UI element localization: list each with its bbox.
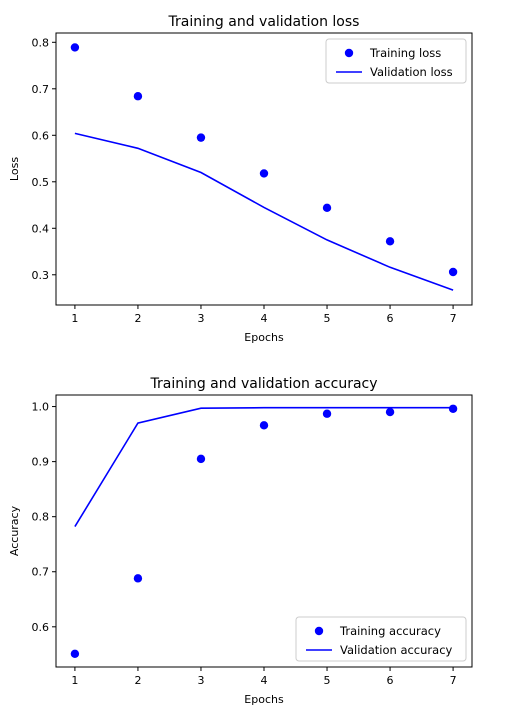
loss-series-0-point-7: [448, 267, 458, 277]
loss-y-tick-label-0.4: 0.4: [32, 222, 50, 235]
loss-x-tick-label-7: 7: [450, 312, 457, 325]
accuracy-y-tick-label-0.6: 0.6: [32, 621, 50, 634]
loss-series-0-point-3: [196, 133, 206, 142]
accuracy-series-0-point-4: [259, 421, 269, 430]
loss-y-tick-label-0.3: 0.3: [32, 269, 50, 282]
accuracy-y-tick-label-0.9: 0.9: [32, 456, 50, 469]
loss-y-tick-label-0.7: 0.7: [32, 83, 50, 96]
accuracy-x-tick-label-4: 4: [261, 674, 268, 687]
loss-x-tick-label-4: 4: [261, 312, 268, 325]
accuracy-x-tick-label-1: 1: [71, 674, 78, 687]
accuracy-chart: Training and validation accuracy Epochs …: [8, 376, 473, 706]
loss-x-tick-label-2: 2: [134, 312, 141, 325]
loss-series-0-point-2: [133, 92, 143, 101]
loss-chart: Training and validation loss Epochs Loss…: [8, 14, 473, 344]
loss-chart-legend: Training loss Validation loss: [325, 38, 467, 84]
accuracy-y-tick-label-0.7: 0.7: [32, 566, 50, 579]
loss-series-0-point-5: [322, 203, 332, 213]
loss-chart-ylabel: Loss: [8, 157, 21, 181]
loss-y-tick-label-0.8: 0.8: [32, 36, 50, 49]
loss-series-0-point-1: [70, 43, 80, 52]
loss-chart-ticks: 1 2 3 4 5 6 7 0.3 0.4 0.5 0.6 0.7 0.8: [32, 36, 457, 325]
loss-legend-label-0: Training loss: [369, 46, 441, 60]
accuracy-x-tick-label-2: 2: [134, 674, 141, 687]
accuracy-series-0-point-5: [322, 409, 332, 418]
loss-series-1-line: [74, 132, 454, 291]
accuracy-legend-marker-swatch: [314, 626, 324, 636]
loss-x-tick-label-1: 1: [71, 312, 78, 325]
accuracy-chart-title: Training and validation accuracy: [149, 376, 377, 392]
loss-y-tick-label-0.6: 0.6: [32, 129, 50, 142]
loss-legend-marker-swatch: [344, 48, 354, 58]
accuracy-chart-marks: [70, 404, 458, 658]
loss-x-tick-label-6: 6: [387, 312, 394, 325]
accuracy-series-0-point-6: [385, 407, 395, 417]
loss-series-0-point-4: [259, 169, 269, 178]
accuracy-x-tick-label-6: 6: [387, 674, 394, 687]
accuracy-y-tick-label-0.8: 0.8: [32, 511, 50, 524]
accuracy-x-tick-label-5: 5: [324, 674, 331, 687]
loss-y-tick-label-0.5: 0.5: [32, 176, 50, 189]
accuracy-legend-box: [295, 616, 467, 662]
accuracy-chart-ylabel: Accuracy: [8, 505, 21, 556]
accuracy-series-0-point-3: [196, 454, 206, 464]
accuracy-legend-label-0: Training accuracy: [339, 624, 441, 638]
accuracy-series-0-point-2: [133, 574, 143, 583]
accuracy-y-tick-label-1.0: 1.0: [32, 401, 50, 414]
loss-x-tick-label-3: 3: [197, 312, 204, 325]
loss-x-tick-label-5: 5: [324, 312, 331, 325]
accuracy-chart-ticks: 1 2 3 4 5 6 7 0.6 0.7 0.8 0.9 1.0: [32, 401, 457, 687]
loss-chart-marks: [70, 43, 458, 291]
loss-legend-label-1: Validation loss: [370, 65, 453, 79]
accuracy-x-tick-label-3: 3: [197, 674, 204, 687]
loss-chart-xlabel: Epochs: [244, 331, 284, 344]
accuracy-series-1-line: [74, 406, 454, 528]
accuracy-legend-label-1: Validation accuracy: [340, 643, 453, 657]
accuracy-series-0-point-1: [70, 649, 80, 658]
loss-chart-title: Training and validation loss: [168, 14, 360, 30]
accuracy-chart-legend: Training accuracy Validation accuracy: [295, 616, 467, 662]
accuracy-chart-xlabel: Epochs: [244, 693, 284, 706]
accuracy-x-tick-label-7: 7: [450, 674, 457, 687]
accuracy-series-0-point-7: [448, 404, 458, 413]
loss-series-0-point-6: [385, 237, 395, 246]
